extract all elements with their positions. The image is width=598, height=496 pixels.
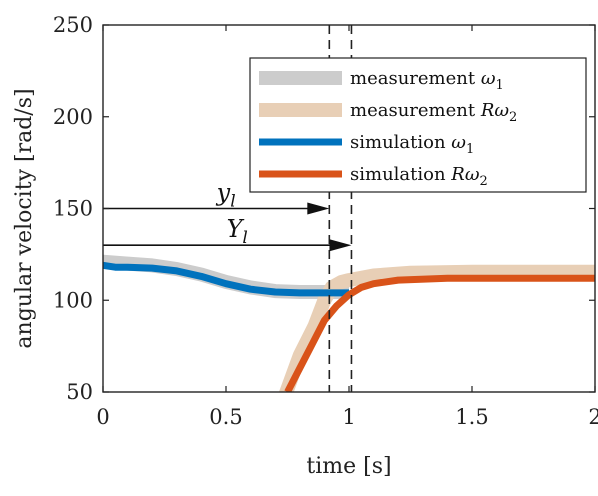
legend-entry: simulation Rω2 [350,164,488,189]
annotation-arrowhead [329,239,352,252]
legend-entry: measurement Rω2 [350,100,517,125]
x-tick-label: 2 [588,405,598,429]
annotation-arrowhead [307,202,330,215]
y-tick-label: 250 [53,13,93,37]
x-tick-label: 0 [96,405,109,429]
x-tick-label: 1.5 [455,405,488,429]
legend-entry: measurement ω1 [350,68,504,93]
x-tick-label: 1 [342,405,355,429]
series-line-3 [284,274,595,392]
legend: measurement ω1 measurement Rω2 simulation … [249,57,587,193]
series-layer [103,254,595,392]
y-tick-label: 150 [53,197,93,221]
y-tick-label: 50 [66,380,93,404]
legend-entry: simulation ω1 [350,132,474,157]
y-axis-label: angular velocity [rad/s] [12,88,37,348]
series-line-2 [103,261,349,297]
x-tick-label: 0.5 [209,405,242,429]
annotation-label: Yl [227,215,248,248]
y-tick-label: 100 [53,288,93,312]
y-tick-label: 200 [53,105,93,129]
annotation-label: yl [216,179,236,212]
x-axis-label: time [s] [306,454,391,479]
series-line-1 [278,264,595,392]
